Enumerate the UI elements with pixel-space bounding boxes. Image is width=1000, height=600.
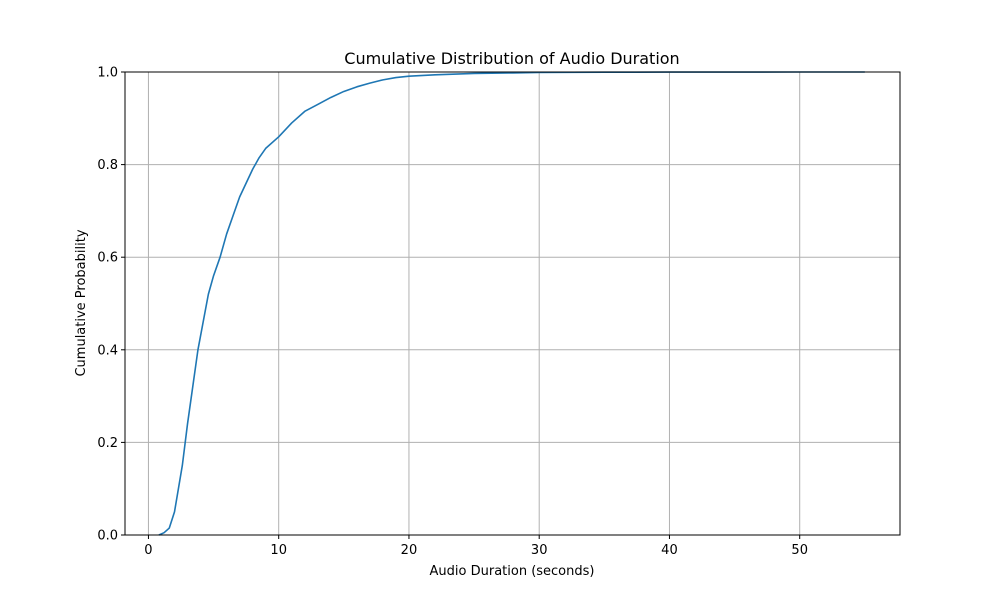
y-tick-label: 1.0 [97, 66, 118, 81]
axes: 0 10 20 30 40 50 0.0 0.2 0.4 0.6 0.8 1.0 [97, 66, 901, 558]
x-tick-label: 40 [661, 543, 678, 558]
y-tick-label: 0.6 [97, 251, 118, 266]
x-tick-label: 50 [791, 543, 808, 558]
x-tick-label: 30 [531, 543, 548, 558]
plot-frame [124, 71, 901, 536]
y-tick-label: 0.0 [97, 529, 118, 544]
y-tick-label: 0.8 [97, 158, 118, 173]
y-tick-label: 0.4 [97, 343, 118, 358]
chart-title: Cumulative Distribution of Audio Duratio… [344, 49, 679, 68]
x-tick-label: 10 [270, 543, 287, 558]
series-layer [158, 71, 865, 536]
x-axis-label: Audio Duration (seconds) [430, 564, 595, 579]
x-tick-label: 20 [401, 543, 418, 558]
y-tick-label: 0.2 [97, 436, 118, 451]
cdf-series-line [158, 71, 865, 536]
y-axis-label: Cumulative Probability [74, 229, 89, 376]
x-tick-label: 0 [144, 543, 152, 558]
